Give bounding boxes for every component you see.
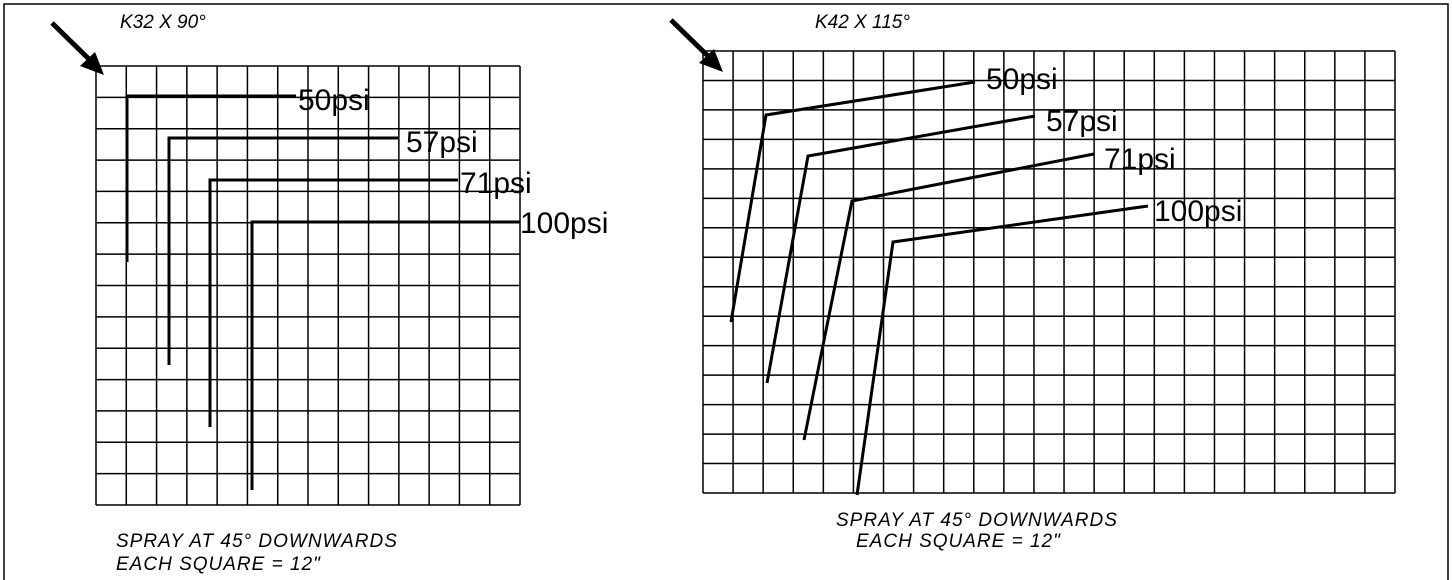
note: SPRAY AT 45° DOWNWARDS (116, 531, 398, 552)
panel-title: K32 X 90° (120, 12, 206, 33)
curve-label: 57psi (406, 126, 478, 159)
panel-title: K42 X 115° (815, 12, 910, 33)
curve-label: 71psi (1104, 143, 1176, 176)
curve-label: 71psi (460, 167, 532, 200)
right-curves (729, 80, 1149, 496)
curve-label: 50psi (298, 84, 370, 117)
curve-label: 100psi (520, 207, 608, 240)
curve-label: 57psi (1046, 105, 1118, 138)
arrows (50, 18, 723, 75)
border (3, 3, 1449, 580)
note: SPRAY AT 45° DOWNWARDS (836, 510, 1118, 531)
note: EACH SQUARE = 12" (856, 531, 1061, 552)
curve-label: 50psi (986, 63, 1058, 96)
grids (95, 50, 1396, 506)
left-curves (125, 94, 520, 490)
note: EACH SQUARE = 12" (116, 554, 321, 575)
curve-label: 100psi (1154, 195, 1242, 228)
